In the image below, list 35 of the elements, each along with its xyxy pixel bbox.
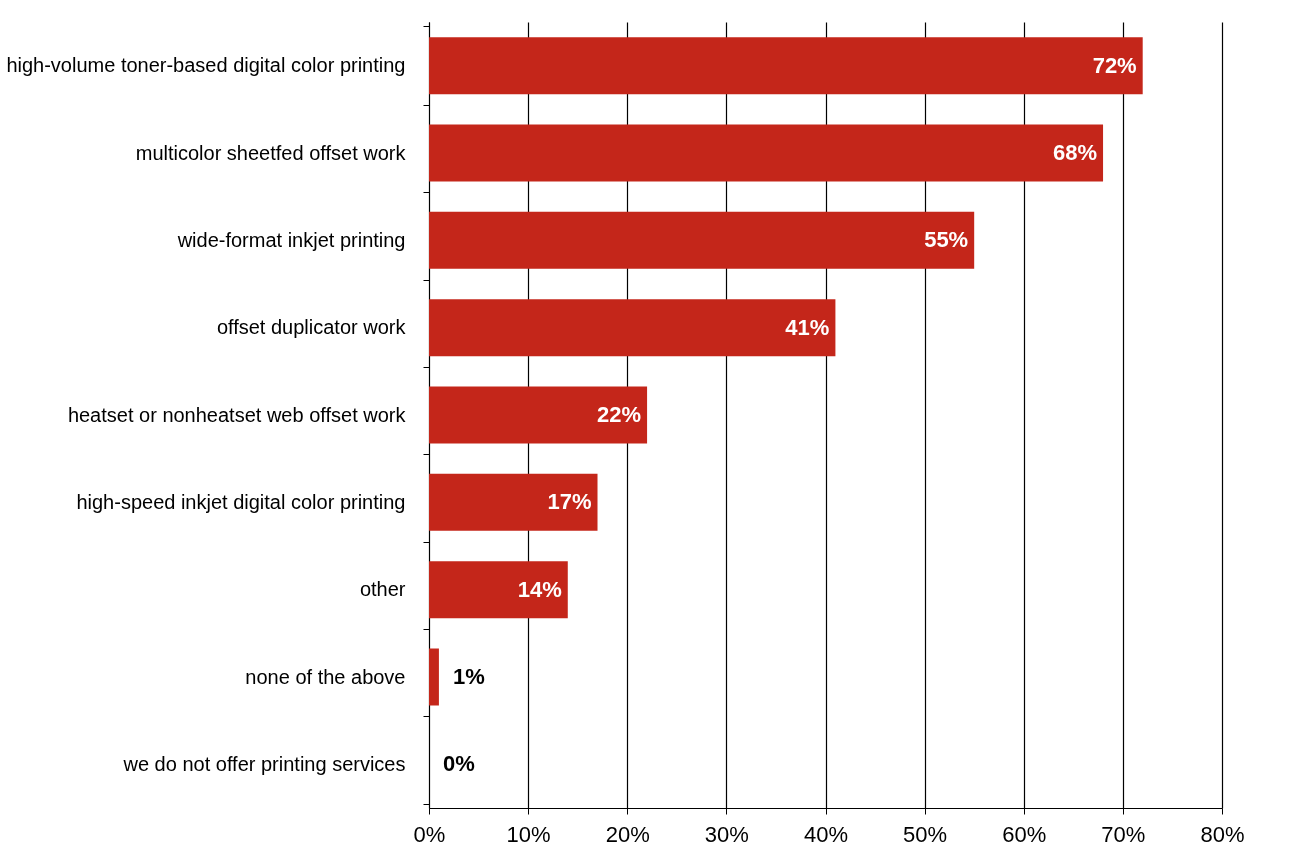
x-tick-label: 80% bbox=[1200, 821, 1245, 847]
data-label: 55% bbox=[924, 227, 969, 253]
x-tick-label: 0% bbox=[413, 821, 446, 847]
y-tick-label: other bbox=[359, 578, 406, 601]
y-tick-label: offset duplicator work bbox=[216, 316, 407, 339]
x-tick-label: 10% bbox=[506, 821, 551, 847]
data-label: 14% bbox=[517, 576, 562, 602]
data-label: 0% bbox=[443, 751, 475, 777]
x-tick-label: 40% bbox=[803, 821, 849, 847]
x-tick-label: 50% bbox=[903, 821, 948, 847]
x-tick-label: 20% bbox=[605, 821, 650, 847]
bar bbox=[429, 211, 975, 269]
data-label: 41% bbox=[785, 314, 830, 340]
x-tick-label: 60% bbox=[1002, 821, 1047, 847]
bar bbox=[429, 386, 648, 444]
x-tick-label: 30% bbox=[704, 821, 749, 847]
y-tick-label: wide-format inkjet printing bbox=[176, 228, 406, 251]
bar bbox=[429, 299, 836, 357]
x-tick-label: 70% bbox=[1101, 821, 1146, 847]
y-tick-label: we do not offer printing services bbox=[122, 752, 406, 775]
y-tick-label: multicolor sheetfed offset work bbox=[135, 141, 407, 164]
data-label: 1% bbox=[452, 664, 485, 689]
data-label: 22% bbox=[597, 402, 642, 427]
bar bbox=[429, 37, 1143, 95]
y-tick-label: high-volume toner-based digital color printing bbox=[6, 54, 406, 77]
data-label: 68% bbox=[1053, 140, 1098, 165]
y-tick-label: high-speed inkjet digital color printing bbox=[76, 490, 406, 513]
data-label: 17% bbox=[547, 489, 592, 515]
bar bbox=[429, 473, 598, 531]
bar bbox=[429, 561, 568, 619]
bar bbox=[429, 124, 1104, 182]
y-tick-label: none of the above bbox=[245, 665, 406, 688]
bar bbox=[429, 648, 439, 706]
data-label: 72% bbox=[1092, 52, 1137, 78]
y-tick-label: heatset or nonheatset web offset work bbox=[67, 403, 407, 426]
